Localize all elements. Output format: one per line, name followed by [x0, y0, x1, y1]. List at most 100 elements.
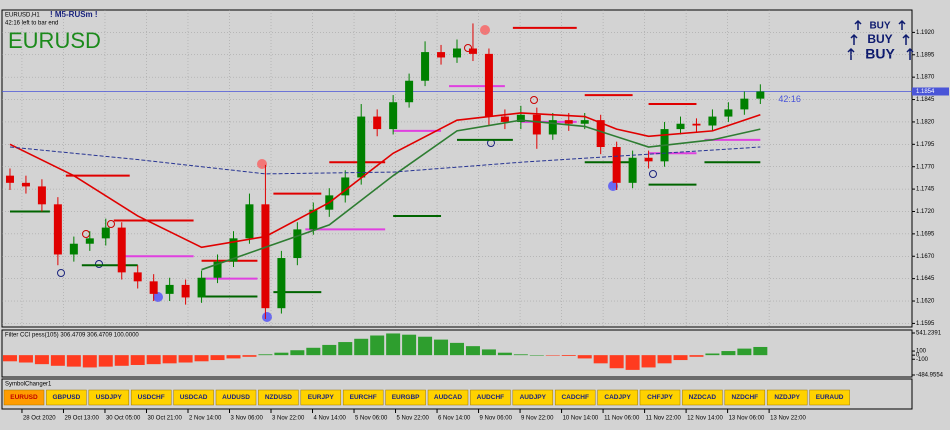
- histogram-bar: [705, 353, 720, 356]
- histogram-bar: [593, 355, 608, 364]
- histogram-bar: [274, 352, 289, 356]
- symbol-button[interactable]: NZDCAD: [682, 389, 723, 406]
- candle-body: [676, 123, 685, 130]
- candle-body: [213, 261, 222, 278]
- x-tick-label: 9 Nov 06:00: [480, 416, 513, 422]
- candle-body: [5, 175, 14, 183]
- symbol-button[interactable]: AUDCAD: [427, 389, 469, 406]
- moving-average: [9, 112, 761, 249]
- x-tick-label: 6 Nov 14:00: [438, 416, 471, 422]
- symbol-button[interactable]: USDJPY: [88, 389, 130, 406]
- histogram-bar: [737, 348, 752, 356]
- y-tick-label: 1.1645: [916, 276, 935, 282]
- symbol-button[interactable]: EURGBP: [385, 389, 426, 406]
- x-tick-label: 13 Nov 06:00: [729, 416, 765, 422]
- y-tick-label: 1.1795: [916, 142, 935, 148]
- y-tick-label: 1.1695: [916, 231, 935, 237]
- candle-body: [245, 204, 254, 239]
- symbol-button[interactable]: NZDJPY: [766, 389, 808, 406]
- x-tick-label: 30 Oct 21:00: [147, 416, 182, 422]
- symbol-button[interactable]: AUDCHF: [470, 389, 511, 406]
- symbol-button[interactable]: EURUSD: [3, 389, 45, 406]
- histogram-bar: [290, 350, 305, 356]
- signal-arrows: [847, 19, 914, 60]
- histogram-bar: [338, 342, 353, 356]
- indicator-name: ! M5-RUSm !: [50, 10, 98, 19]
- symbol-button[interactable]: NZDUSD: [258, 389, 299, 406]
- button-label: NZDJPY: [774, 394, 800, 401]
- button-face: [46, 389, 87, 406]
- symbol-button[interactable]: CADCHF: [554, 389, 596, 406]
- candle-body: [309, 209, 318, 230]
- symbol-button[interactable]: USDCAD: [173, 389, 214, 406]
- button-face: [342, 389, 384, 406]
- big-symbol: EURUSD: [8, 28, 101, 53]
- button-label: EURGBP: [392, 394, 420, 401]
- symbol-button[interactable]: EURJPY: [300, 389, 342, 406]
- y-tick-label: 1.1820: [916, 120, 935, 126]
- symbol-button[interactable]: EURAUD: [809, 389, 850, 406]
- candle-body: [468, 48, 477, 54]
- candle-body: [708, 116, 717, 126]
- timer-label: 42:16: [778, 94, 801, 104]
- histogram-bar: [561, 355, 576, 356]
- symbol-button[interactable]: AUDJPY: [512, 389, 554, 406]
- button-label: AUDCAD: [434, 394, 462, 401]
- main-panel: [1, 9, 913, 328]
- button-label: NZDUSD: [265, 394, 292, 401]
- y-tick-label: 1.1895: [916, 52, 935, 58]
- symbol-button[interactable]: EURCHF: [342, 389, 384, 406]
- x-tick-label: 5 Nov 06:00: [355, 416, 388, 422]
- symbol-button[interactable]: AUDUSD: [215, 389, 257, 406]
- button-face: [470, 389, 511, 406]
- candle-body: [580, 120, 589, 124]
- candle-body: [740, 98, 749, 110]
- symbol-button[interactable]: NZDCHF: [724, 389, 766, 406]
- candle-body: [500, 116, 509, 122]
- y-tick-label: 1.1770: [916, 164, 935, 170]
- symbol-button[interactable]: CADJPY: [597, 389, 638, 406]
- histogram-bar: [82, 355, 97, 368]
- button-face: [3, 389, 45, 406]
- button-label: EURCHF: [350, 394, 377, 401]
- histogram-bar: [114, 355, 129, 366]
- candle-body: [453, 48, 461, 58]
- histogram-bar: [497, 352, 512, 356]
- button-label: CADJPY: [604, 394, 631, 401]
- x-tick-label: 3 Nov 22:00: [272, 416, 305, 422]
- button-face: [724, 389, 766, 406]
- button-face: [130, 389, 172, 406]
- histogram-bar: [545, 355, 560, 356]
- indicator-panel: [1, 329, 913, 378]
- symbol-button[interactable]: CHFJPY: [639, 389, 681, 406]
- button-face: [258, 389, 299, 406]
- button-label: NZDCHF: [731, 394, 758, 401]
- histogram-bar: [753, 346, 768, 356]
- y-tick-label: 0: [916, 353, 920, 359]
- button-label: USDCHF: [138, 394, 165, 401]
- histogram-bar: [18, 355, 33, 363]
- histogram-bar: [226, 355, 241, 359]
- button-face: [554, 389, 596, 406]
- x-tick-label: 11 Nov 06:00: [604, 416, 640, 422]
- histogram-bar: [98, 355, 113, 367]
- symbol-button[interactable]: USDCHF: [130, 389, 172, 406]
- candle-body: [165, 284, 174, 294]
- candle-body: [596, 120, 605, 148]
- button-label: EURUSD: [10, 394, 38, 401]
- candle-body: [548, 120, 557, 135]
- candle-body: [133, 272, 142, 282]
- buy-signal: BUY: [869, 21, 890, 32]
- candle-body: [437, 52, 446, 58]
- candle-body: [373, 116, 382, 130]
- bar-timer: 42:16 left to bar end: [5, 21, 58, 27]
- candle-body: [421, 52, 430, 81]
- candle-body: [405, 80, 414, 103]
- current-price-box: [912, 87, 949, 96]
- histogram-bar: [162, 355, 177, 364]
- candle-body: [341, 177, 350, 196]
- y-tick-label: 1.1920: [916, 30, 935, 36]
- histogram-bar: [513, 354, 528, 356]
- current-price-label: 1.1854: [916, 89, 935, 95]
- symbol-button[interactable]: GBPUSD: [46, 389, 87, 406]
